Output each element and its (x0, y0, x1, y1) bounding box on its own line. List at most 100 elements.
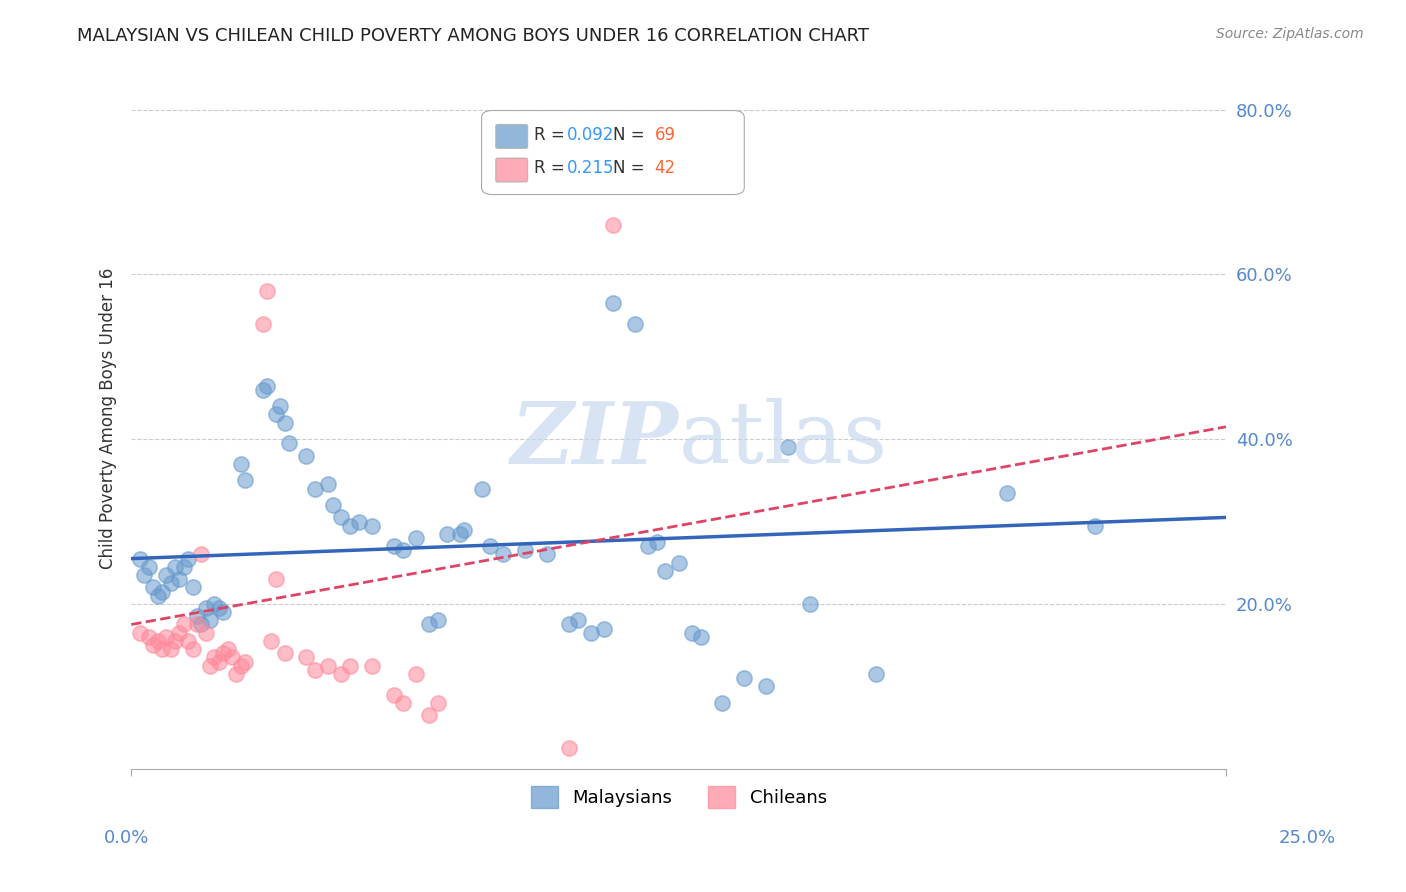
Point (436, 527, 458, 541)
Point (567, 613, 589, 627)
Point (330, 510, 353, 524)
Point (169, 572, 191, 586)
Point (217, 642, 239, 657)
Point (273, 416, 295, 430)
Point (624, 317, 647, 331)
Point (198, 658, 221, 673)
Point (233, 474, 256, 488)
Text: 69: 69 (655, 126, 675, 144)
Point (142, 581, 165, 595)
Point (256, 378, 278, 392)
Text: 0.0%: 0.0% (104, 829, 149, 847)
Point (479, 539, 502, 553)
Point (212, 646, 235, 660)
Point (229, 457, 252, 471)
Point (181, 642, 204, 657)
Point (134, 568, 156, 582)
Y-axis label: Child Poverty Among Boys Under 16: Child Poverty Among Boys Under 16 (100, 268, 117, 569)
Point (212, 605, 235, 619)
Point (233, 655, 256, 669)
Point (150, 642, 173, 657)
Point (194, 601, 217, 615)
Text: N =: N = (613, 126, 650, 144)
Point (645, 535, 668, 549)
FancyBboxPatch shape (496, 158, 527, 182)
Point (637, 539, 659, 553)
Point (593, 622, 616, 636)
Point (256, 284, 278, 298)
Point (198, 613, 221, 627)
Point (264, 572, 287, 586)
Point (146, 589, 169, 603)
Point (382, 688, 405, 702)
Point (339, 658, 361, 673)
Point (190, 617, 212, 632)
Point (733, 671, 755, 685)
Point (163, 634, 186, 648)
Point (155, 630, 177, 644)
Point (208, 601, 231, 615)
Point (277, 436, 299, 450)
Point (426, 696, 449, 710)
Point (322, 498, 344, 512)
Point (173, 617, 195, 632)
Point (778, 441, 800, 455)
Point (681, 625, 703, 640)
Text: atlas: atlas (679, 398, 887, 481)
Point (229, 658, 252, 673)
Point (418, 617, 440, 632)
Point (602, 218, 624, 232)
Point (426, 613, 449, 627)
Point (252, 317, 274, 331)
Text: 25.0%: 25.0% (1279, 829, 1336, 847)
Point (391, 543, 413, 558)
Point (330, 667, 353, 681)
Point (155, 568, 177, 582)
Point (150, 584, 173, 599)
Point (347, 515, 370, 529)
Point (260, 634, 283, 648)
Point (264, 408, 287, 422)
Text: 42: 42 (655, 159, 676, 177)
Point (536, 548, 558, 562)
Text: 0.092: 0.092 (567, 126, 614, 144)
Point (159, 642, 181, 657)
Point (995, 485, 1018, 500)
Point (295, 449, 318, 463)
Point (204, 597, 226, 611)
Point (138, 630, 160, 644)
Point (186, 617, 208, 632)
Point (252, 383, 274, 397)
Point (471, 482, 494, 496)
Point (304, 482, 326, 496)
Point (177, 634, 200, 648)
Point (339, 518, 361, 533)
Point (361, 518, 384, 533)
Point (316, 477, 339, 491)
Point (129, 625, 152, 640)
Text: 0.215: 0.215 (567, 159, 614, 177)
Legend: Malaysians, Chileans: Malaysians, Chileans (523, 779, 834, 815)
Point (295, 650, 318, 665)
Point (689, 630, 711, 644)
Text: R =: R = (534, 159, 569, 177)
Point (755, 679, 778, 693)
Point (190, 548, 212, 562)
Point (391, 696, 413, 710)
Point (159, 576, 181, 591)
Text: MALAYSIAN VS CHILEAN CHILD POVERTY AMONG BOYS UNDER 16 CORRELATION CHART: MALAYSIAN VS CHILEAN CHILD POVERTY AMONG… (77, 27, 869, 45)
Point (418, 708, 440, 723)
Point (449, 527, 471, 541)
Point (208, 655, 231, 669)
Point (316, 658, 339, 673)
Point (138, 559, 160, 574)
FancyBboxPatch shape (496, 125, 527, 148)
Point (304, 663, 326, 677)
Point (269, 399, 291, 413)
Point (273, 646, 295, 660)
Point (668, 556, 690, 570)
Point (177, 551, 200, 566)
Point (799, 597, 821, 611)
Point (129, 551, 152, 566)
Text: R =: R = (534, 126, 569, 144)
